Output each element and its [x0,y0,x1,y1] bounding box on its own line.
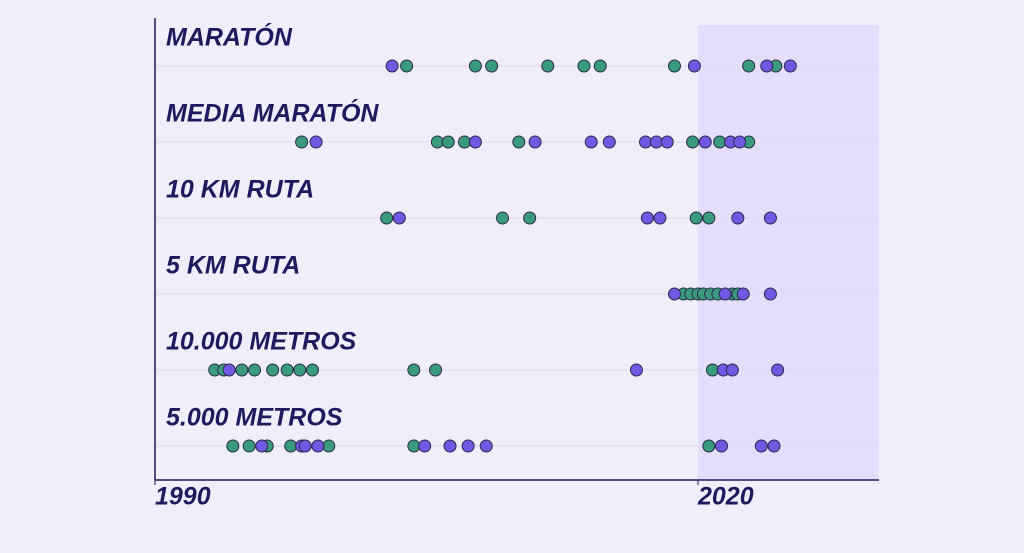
dot [242,439,256,453]
dot [702,439,716,453]
dot [687,59,701,73]
row-label: 5.000 METROS [166,404,343,432]
dot [479,439,493,453]
dot [640,211,654,225]
dot [689,211,703,225]
dot [284,439,298,453]
dot [298,439,312,453]
dot [392,211,406,225]
dot [461,439,475,453]
dot [305,363,319,377]
row-label: 10 KM RUTA [166,176,314,204]
dot [309,135,323,149]
dot [235,363,249,377]
dot [295,135,309,149]
row-label: 10.000 METROS [166,328,357,356]
row-label: 5 KM RUTA [166,252,300,280]
dot [783,59,797,73]
dot [667,59,681,73]
dot [713,135,727,149]
dot [468,135,482,149]
dot [280,363,294,377]
dot [702,211,716,225]
dot [698,135,712,149]
dot [541,59,555,73]
dot [733,135,747,149]
dot [311,439,325,453]
dot [293,363,307,377]
dot [400,59,414,73]
dot [705,363,719,377]
dot [602,135,616,149]
dot [760,59,774,73]
dot [767,439,781,453]
dot [742,59,756,73]
dot [523,211,537,225]
dot [715,439,729,453]
dot [468,59,482,73]
dot [629,363,643,377]
dot [763,211,777,225]
dot [248,363,262,377]
dot [771,363,785,377]
dot [407,439,421,453]
dot [667,287,681,301]
dot [660,135,674,149]
dot [443,439,457,453]
dot [441,135,455,149]
dot [649,135,663,149]
dot [322,439,336,453]
dot [255,439,269,453]
dot [512,135,526,149]
dot [222,363,236,377]
dot [385,59,399,73]
dot [763,287,777,301]
dot [736,287,750,301]
dot [418,439,432,453]
dot [686,135,700,149]
dot [266,363,280,377]
x-tick-label: 1990 [155,483,211,511]
dot [528,135,542,149]
x-tick-label: 2020 [697,483,754,511]
dot [380,211,394,225]
dot [430,135,444,149]
dot [731,211,745,225]
dot [718,287,732,301]
dot [725,363,739,377]
dot [429,363,443,377]
dot [639,135,653,149]
highlight-region [698,25,879,480]
dot [407,363,421,377]
dot [226,439,240,453]
dot [458,135,472,149]
dot [485,59,499,73]
row-label: MARATÓN [166,23,293,52]
dot [754,439,768,453]
row-label: MEDIA MARATÓN [166,99,379,128]
dot [577,59,591,73]
dot [584,135,598,149]
dot [653,211,667,225]
dot [496,211,510,225]
dot [593,59,607,73]
